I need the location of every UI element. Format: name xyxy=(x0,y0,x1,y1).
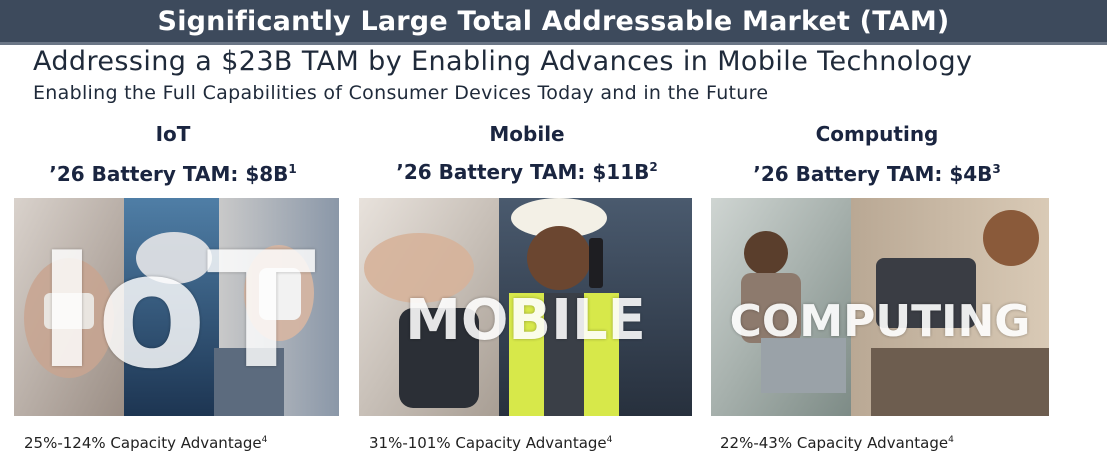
footnote-marker: 2 xyxy=(649,160,658,174)
subtitle: Addressing a $23B TAM by Enabling Advanc… xyxy=(33,46,973,77)
page-title: Significantly Large Total Addressable Ma… xyxy=(157,6,950,37)
computing-photo xyxy=(711,198,1049,416)
tam-label-mobile: ’26 Battery TAM: $11B2 xyxy=(362,160,692,184)
computing-photo-panel: COMPUTING xyxy=(711,198,1049,416)
capacity-caption-iot: 25%-124% Capacity Advantage4 xyxy=(24,434,267,452)
tam-value-computing: ’26 Battery TAM: $4B xyxy=(753,162,993,186)
caption-text-mobile: 31%-101% Capacity Advantage xyxy=(369,434,607,452)
footnote-marker: 4 xyxy=(606,435,613,445)
iot-photo-panel: IoT xyxy=(14,198,339,416)
caption-text-computing: 22%-43% Capacity Advantage xyxy=(720,434,949,452)
computing-overlay-text: COMPUTING xyxy=(729,296,1031,347)
mobile-photo-panel: MOBILE xyxy=(359,198,692,416)
banner-divider xyxy=(0,42,1107,45)
footnote-marker: 4 xyxy=(948,435,954,445)
column-heading-iot: IoT xyxy=(155,122,191,146)
footnote-marker: 1 xyxy=(288,162,297,176)
mobile-photo xyxy=(359,198,692,416)
footnote-marker: 4 xyxy=(261,435,268,445)
tam-label-computing: ’26 Battery TAM: $4B3 xyxy=(712,162,1042,186)
capacity-caption-computing: 22%-43% Capacity Advantage4 xyxy=(720,434,954,452)
tam-label-iot: ’26 Battery TAM: $8B1 xyxy=(8,162,338,186)
column-heading-mobile: Mobile xyxy=(489,122,565,146)
capacity-caption-mobile: 31%-101% Capacity Advantage4 xyxy=(369,434,612,452)
caption-text-iot: 25%-124% Capacity Advantage xyxy=(24,434,262,452)
mobile-overlay-text: MOBILE xyxy=(405,288,646,353)
iot-photo xyxy=(14,198,339,416)
column-heading-computing: Computing xyxy=(815,122,939,146)
title-banner: Significantly Large Total Addressable Ma… xyxy=(0,0,1107,42)
tagline: Enabling the Full Capabilities of Consum… xyxy=(33,82,769,104)
iot-overlay-text: IoT xyxy=(37,217,316,404)
footnote-marker: 3 xyxy=(992,162,1001,176)
tam-value-iot: ’26 Battery TAM: $8B xyxy=(49,162,289,186)
tam-value-mobile: ’26 Battery TAM: $11B xyxy=(396,160,650,184)
